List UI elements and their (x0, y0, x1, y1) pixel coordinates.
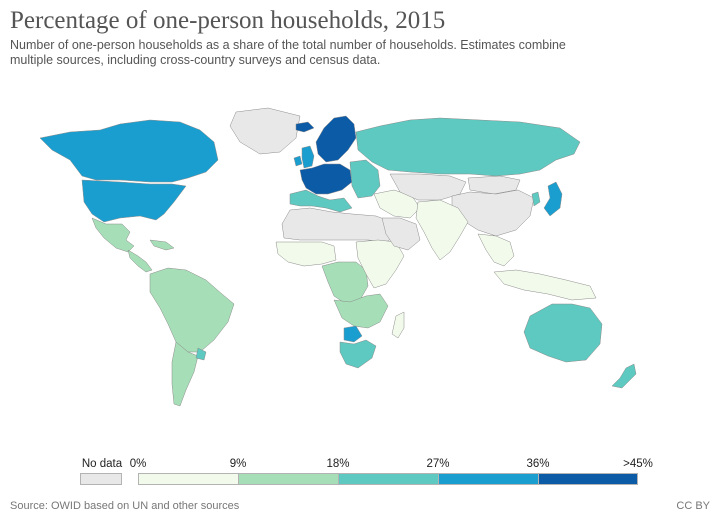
map-region-new-zealand[interactable] (611, 363, 637, 389)
map-region-botswana[interactable] (343, 325, 363, 343)
map-region-argentina[interactable] (171, 341, 199, 407)
world-map-svg (39, 107, 637, 407)
map-legend: No data 0% 9% 18% 27% 36% >45% (0, 455, 720, 490)
map-region-japan[interactable] (543, 181, 563, 217)
map-region-caribbean[interactable] (149, 239, 175, 251)
legend-no-data-label: No data (81, 458, 123, 470)
map-region-greenland[interactable] (229, 107, 301, 155)
map-region-central-america[interactable] (127, 249, 153, 273)
map-region-south-america[interactable] (149, 267, 235, 353)
map-region-uruguay[interactable] (195, 347, 207, 361)
map-region-china[interactable] (451, 189, 535, 237)
legend-tick-label-end: >45% (623, 458, 653, 470)
chart-title: Percentage of one-person households, 201… (10, 7, 446, 34)
map-region-west-africa[interactable] (275, 241, 337, 267)
map-region-madagascar[interactable] (391, 311, 405, 339)
map-region-india[interactable] (415, 199, 469, 261)
map-region-southern-europe[interactable] (289, 189, 353, 213)
map-region-western-europe[interactable] (299, 163, 353, 195)
legend-tick-label-2: 18% (326, 458, 350, 470)
legend-swatch-3 (438, 473, 539, 485)
legend-no-data-swatch (80, 473, 122, 485)
map-region-uk[interactable] (301, 145, 315, 169)
map-region-middle-east[interactable] (373, 189, 421, 219)
map-region-mongolia[interactable] (467, 175, 521, 195)
map-region-scandinavia[interactable] (315, 115, 357, 163)
map-region-east-africa[interactable] (355, 239, 405, 289)
legend-tick-label-4: 36% (526, 458, 550, 470)
legend-tick-label-0: 0% (129, 458, 147, 470)
map-region-indonesia[interactable] (493, 269, 597, 301)
legend-swatch-2 (338, 473, 439, 485)
map-region-usa[interactable] (81, 179, 187, 223)
legend-tick-label-3: 27% (426, 458, 450, 470)
legend-swatch-0 (138, 473, 239, 485)
legend-swatch-1 (238, 473, 339, 485)
map-region-korea[interactable] (531, 191, 541, 207)
map-region-central-africa[interactable] (321, 261, 369, 305)
map-region-eastern-europe[interactable] (349, 159, 381, 199)
map-region-canada[interactable] (39, 119, 219, 183)
world-map (0, 90, 720, 450)
legend-tick-label-1: 9% (229, 458, 247, 470)
chart-subtitle: Number of one-person households as a sha… (10, 38, 566, 67)
map-region-arabia[interactable] (381, 217, 421, 251)
license-link[interactable]: CC BY (676, 500, 710, 512)
map-region-russia[interactable] (355, 117, 581, 177)
map-region-southern-africa[interactable] (333, 293, 389, 329)
legend-swatch-4 (538, 473, 638, 485)
map-region-australia[interactable] (523, 303, 603, 363)
map-region-ireland[interactable] (293, 155, 303, 167)
map-region-southeast-asia[interactable] (477, 233, 515, 267)
map-region-mexico[interactable] (91, 217, 135, 253)
map-region-south-africa[interactable] (339, 339, 377, 369)
source-note: Source: OWID based on UN and other sourc… (10, 500, 240, 512)
map-region-north-africa[interactable] (281, 207, 397, 243)
map-region-iceland[interactable] (295, 121, 315, 133)
